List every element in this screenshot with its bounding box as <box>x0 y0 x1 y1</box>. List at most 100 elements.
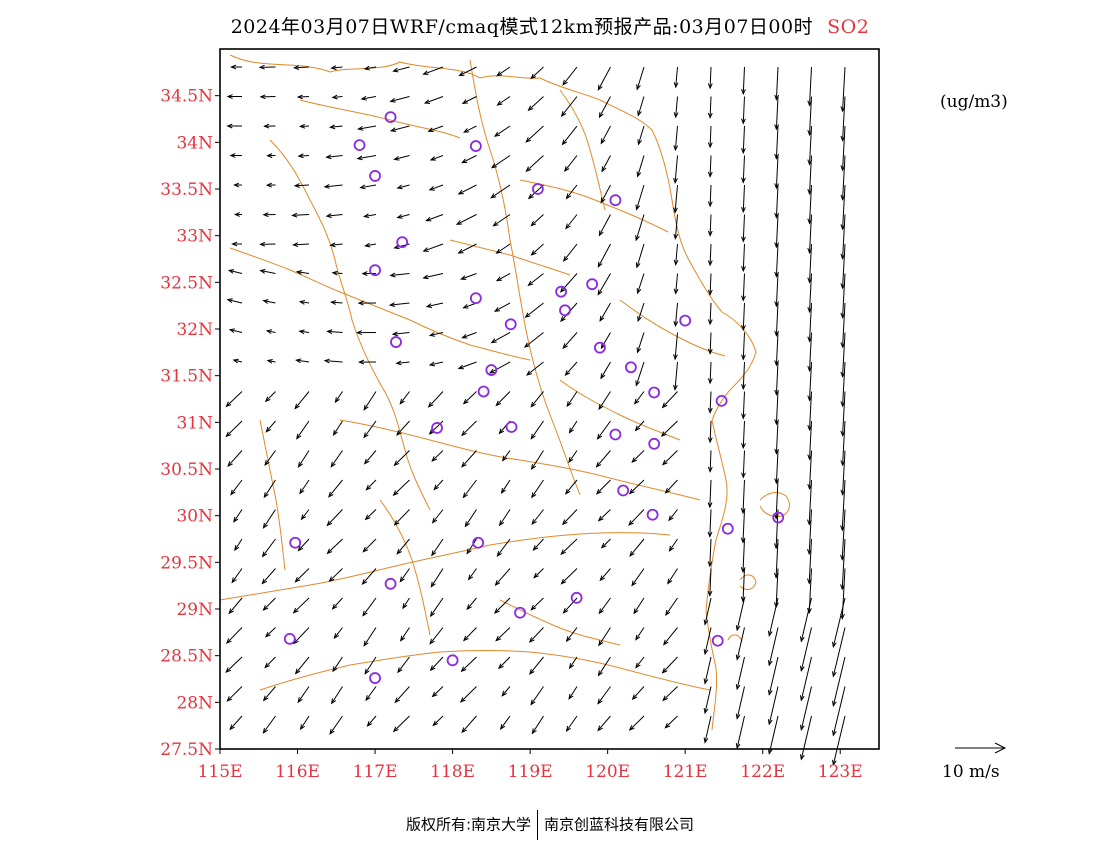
wind-vector <box>775 332 779 366</box>
y-tick-label: 32.5N <box>160 273 213 293</box>
wind-vector-head <box>597 725 603 732</box>
wind-vector-head <box>530 699 536 706</box>
wind-vector <box>566 627 578 642</box>
wind-vector-head <box>431 550 437 557</box>
wind-vector-head <box>635 662 641 669</box>
wind-vector-head <box>297 461 303 468</box>
wind-vector-head <box>661 667 668 674</box>
wind-vector <box>635 214 645 241</box>
wind-vector-head <box>363 640 369 647</box>
wind-vector-head <box>389 127 397 132</box>
wind-vector-head <box>226 94 233 99</box>
wind-vector-head <box>232 358 239 364</box>
wind-vector-head <box>635 634 641 641</box>
wind-vector <box>397 214 410 219</box>
wind-vector <box>809 361 812 401</box>
wind-vector <box>742 420 745 448</box>
wind-vector-head <box>673 259 679 266</box>
wind-vector <box>329 715 343 735</box>
wind-vector-head <box>707 378 713 385</box>
wind-vector-head <box>600 542 607 549</box>
wind-vector <box>423 243 444 252</box>
wind-vector-head <box>561 139 568 146</box>
wind-vector-head <box>498 428 505 435</box>
wind-vector <box>329 568 343 582</box>
station-marker <box>396 236 409 249</box>
wind-vector-head <box>673 288 679 295</box>
wind-vector <box>390 302 410 306</box>
wind-vector-head <box>393 460 400 467</box>
wind-vector <box>675 273 678 294</box>
wind-vector-head <box>298 299 306 305</box>
wind-vector-head <box>707 466 713 473</box>
wind-vector <box>461 155 477 164</box>
wind-vector <box>498 656 511 669</box>
wind-vector <box>364 450 377 465</box>
wind-vector <box>298 96 310 98</box>
wind-vector <box>334 391 343 403</box>
wind-vector <box>229 329 243 333</box>
wind-vector <box>332 272 343 274</box>
wind-vector <box>742 184 745 212</box>
wind-vector <box>598 214 611 236</box>
map-frame <box>219 48 880 750</box>
wind-vector <box>800 715 812 760</box>
wind-vector <box>491 155 511 169</box>
wind-vector-head <box>530 604 537 611</box>
wind-vector <box>667 568 678 584</box>
wind-vector-head <box>425 216 432 222</box>
wind-vector <box>736 597 745 631</box>
wind-vector-head <box>735 713 741 720</box>
wind-vector-head <box>524 312 531 318</box>
wind-vector <box>742 538 745 572</box>
wind-vector-head <box>531 519 537 526</box>
y-tick-label: 30N <box>176 507 213 527</box>
wind-vector-head <box>228 328 236 334</box>
wind-vector <box>674 214 678 239</box>
wind-vector <box>775 420 779 454</box>
wind-vector <box>598 391 611 410</box>
wind-vector <box>226 391 243 407</box>
wind-vector-head <box>597 289 603 296</box>
wind-vector <box>266 330 276 333</box>
wind-vector-head <box>330 698 337 705</box>
wind-vector-head <box>560 316 566 323</box>
wind-vector-head <box>636 347 642 354</box>
wind-vector <box>809 420 812 460</box>
wind-vector-head <box>331 603 338 610</box>
wind-vector <box>809 243 812 283</box>
wind-vector-head <box>263 123 270 129</box>
wind-vector-head <box>741 118 746 125</box>
wind-vector <box>634 391 645 404</box>
wind-vector <box>597 715 611 731</box>
wind-vector <box>842 243 846 289</box>
wind-vector <box>530 420 544 439</box>
wind-vector-head <box>596 433 603 440</box>
wind-vector-head <box>264 396 271 403</box>
wind-vector-head <box>264 662 270 669</box>
wind-vector-head <box>460 275 467 280</box>
wind-vector <box>637 332 645 353</box>
wind-vector <box>599 96 611 118</box>
wind-vector <box>600 125 611 144</box>
wind-vector-head <box>461 461 467 468</box>
wind-vector <box>704 597 712 625</box>
wind-vector-head <box>493 608 500 614</box>
wind-vector-head <box>673 82 679 89</box>
wind-vector <box>495 391 511 406</box>
wind-vector <box>267 359 276 363</box>
wind-vector-head <box>799 724 805 731</box>
wind-vector-head <box>735 684 741 691</box>
footer-separator <box>537 810 539 840</box>
wind-vector-head <box>707 502 713 509</box>
wind-vector-head <box>259 94 266 100</box>
wind-vector <box>365 243 377 247</box>
wind-vector-head <box>402 603 408 610</box>
wind-vector-head <box>528 637 535 643</box>
wind-vector <box>298 538 310 551</box>
wind-vector-head <box>660 431 667 438</box>
wind-vector-head <box>767 689 773 696</box>
wind-vector-head <box>292 65 300 70</box>
wind-vector <box>227 299 243 304</box>
wind-vector-head <box>560 578 567 585</box>
